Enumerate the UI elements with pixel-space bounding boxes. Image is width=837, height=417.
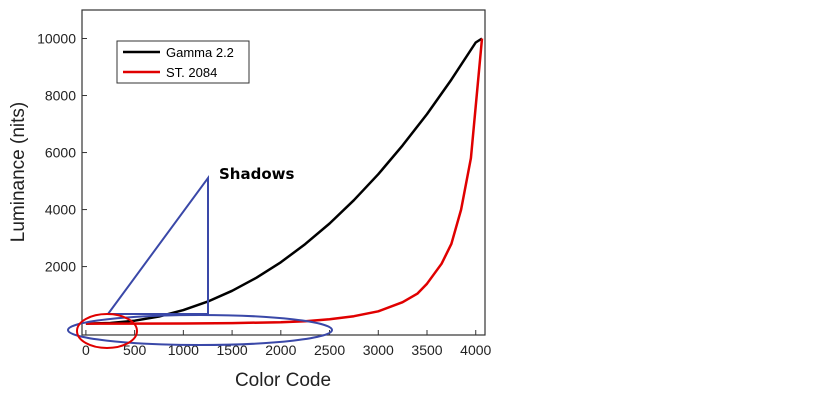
shadows-annotation: Shadows [67, 165, 333, 349]
shadows-label: Shadows [219, 165, 295, 183]
x-tick-label: 500 [123, 342, 147, 358]
legend-box [116, 40, 250, 84]
plot-area: 0 500 1000 1500 2000 2500 3000 3500 4000 2000 4000… [37, 9, 492, 358]
shadows-ellipse-red [76, 313, 138, 349]
series-line-st-2084 [85, 38, 484, 325]
series-line-gamma-2-2 [85, 37, 483, 325]
x-tick-label: 4000 [460, 342, 491, 358]
x-tick-label: 1500 [217, 342, 248, 358]
y-tick-label: 4000 [45, 202, 76, 218]
x-tick-label: 3500 [411, 342, 442, 358]
legend: Gamma 2.2 ST. 2084 [116, 40, 250, 84]
x-tick-label: 1000 [168, 342, 199, 358]
series-layer [85, 37, 484, 325]
y-axis-title: Luminance (nits) [8, 102, 29, 242]
x-tick-label: 3000 [363, 342, 394, 358]
legend-label-gamma: Gamma 2.2 [166, 45, 234, 60]
x-tick-label: 2500 [314, 342, 345, 358]
x-tick-label: 0 [82, 342, 90, 358]
plot-frame [81, 9, 486, 336]
y-tick-label: 8000 [45, 88, 76, 104]
x-tick-label: 2000 [265, 342, 296, 358]
y-tick-label: 10000 [37, 31, 76, 47]
y-tick-label: 6000 [45, 145, 76, 161]
shadows-callout-triangle [106, 174, 209, 315]
shadows-ellipse-blue [67, 314, 333, 346]
axis-ticks: 0 500 1000 1500 2000 2500 3000 3500 4000 2000 4000… [37, 31, 491, 358]
y-tick-label: 2000 [45, 259, 76, 275]
legend-label-st2084: ST. 2084 [166, 65, 217, 80]
x-axis-title: Color Code [235, 370, 331, 391]
